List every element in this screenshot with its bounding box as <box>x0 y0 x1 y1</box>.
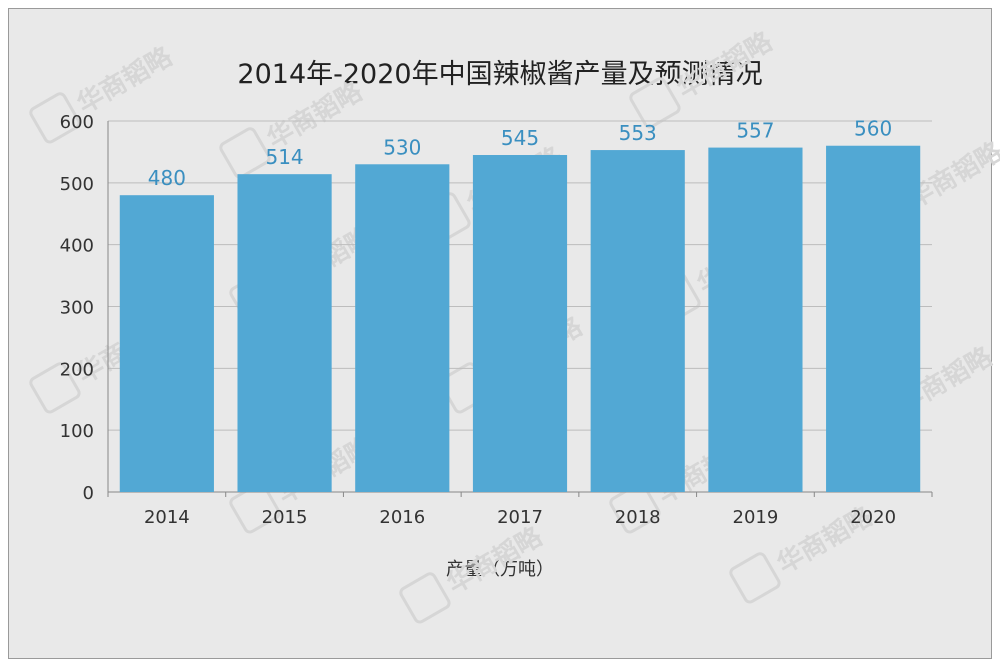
y-tick-label: 600 <box>60 112 94 133</box>
watermark-logo-box <box>29 362 81 414</box>
watermark-logo-box <box>729 552 781 604</box>
y-tick-label: 100 <box>60 421 94 442</box>
data-label: 560 <box>854 117 892 141</box>
watermark-logo: 华商韬略 <box>29 41 178 144</box>
x-tick-label: 2020 <box>850 507 896 528</box>
bar-2020 <box>826 145 921 492</box>
bar-2014 <box>119 195 214 492</box>
data-label: 557 <box>736 119 774 143</box>
watermark-logo: 华商韬略 <box>399 521 548 624</box>
watermark-logo: 华商韬略 <box>629 26 778 129</box>
y-tick-label: 500 <box>60 174 94 195</box>
bar-2017 <box>472 155 568 492</box>
chart-title: 2014年-2020年中国辣椒酱产量及预测情况 <box>237 59 763 90</box>
x-tick-label: 2016 <box>379 507 425 528</box>
x-axis-label: 产量（万吨） <box>446 559 554 580</box>
y-tick-label: 400 <box>60 236 94 257</box>
bar-2019 <box>708 147 803 493</box>
x-tick-label: 2015 <box>262 507 308 528</box>
watermark-logo-box <box>399 572 451 624</box>
x-tick-label: 2017 <box>497 507 543 528</box>
x-tick-label: 2014 <box>144 507 190 528</box>
data-label: 553 <box>619 121 657 145</box>
watermark-logo-box <box>29 92 81 144</box>
data-label: 530 <box>383 135 421 159</box>
watermark-text: 华商韬略 <box>442 521 548 600</box>
watermark-text: 华商韬略 <box>672 26 778 105</box>
x-tick-label: 2019 <box>733 507 779 528</box>
data-label: 514 <box>265 145 303 169</box>
data-label: 545 <box>501 126 539 150</box>
bar-2015 <box>237 174 332 492</box>
y-tick-label: 200 <box>60 359 94 380</box>
bar-2018 <box>590 150 685 493</box>
watermark-logo-box <box>629 77 681 129</box>
y-tick-label: 0 <box>83 483 94 504</box>
y-tick-label: 300 <box>60 298 94 319</box>
bar-2016 <box>355 164 450 493</box>
watermark-text: 华商韬略 <box>72 41 178 120</box>
watermark-text: 华商韬略 <box>262 76 368 155</box>
watermark-logo-box <box>219 127 271 179</box>
data-label: 480 <box>148 166 186 190</box>
x-tick-label: 2018 <box>615 507 661 528</box>
